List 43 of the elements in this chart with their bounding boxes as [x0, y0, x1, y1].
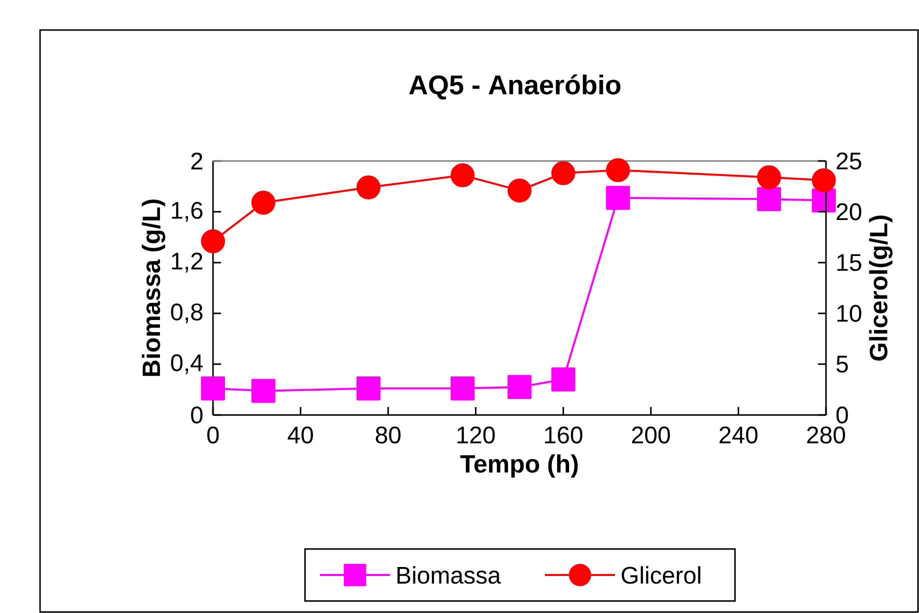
x-tick-label: 80: [376, 426, 401, 444]
x-tick-label: 120: [458, 426, 495, 444]
y2-tick-label: 25: [836, 152, 862, 170]
legend-label: Biomassa: [398, 566, 501, 584]
point: [812, 168, 836, 192]
x-tick-label: 40: [288, 426, 313, 444]
y2-axis-title: Glicerol(g/L): [869, 216, 893, 361]
point: [757, 165, 782, 190]
point: [508, 375, 532, 400]
x-tick-label: 200: [632, 426, 670, 444]
point: [757, 187, 782, 212]
legend-label: Glicerol: [622, 566, 700, 584]
point: [450, 376, 475, 400]
y2-tick-label: 20: [836, 203, 862, 220]
x-tick-label: 0: [207, 426, 219, 444]
point: [201, 376, 226, 400]
x-tick-label: 240: [720, 426, 758, 444]
y-tick-label: 0,8: [171, 303, 202, 324]
point: [551, 161, 576, 186]
y-tick-label: 0,4: [171, 354, 203, 374]
point: [251, 378, 276, 403]
y2-tick-label: 0: [836, 406, 848, 424]
y-axis-title: Biomassa (g/L): [142, 200, 166, 376]
point: [201, 229, 226, 254]
y2-tick-label: 5: [836, 356, 848, 373]
y-tick-label: 1,6: [172, 202, 202, 222]
y-tick-label: 0: [191, 406, 203, 424]
point: [356, 376, 380, 400]
chart-title: AQ5 - Anaeróbio: [409, 74, 620, 100]
y2-tick-label: 15: [837, 254, 862, 271]
y2-tick-label: 10: [837, 304, 862, 322]
point: [356, 175, 380, 200]
point: [508, 178, 532, 202]
point: [251, 190, 276, 215]
x-axis-title: Tempo (h): [460, 454, 578, 478]
point: [450, 163, 475, 188]
x-tick-label: 280: [807, 426, 846, 444]
y-tick-label: 1,2: [172, 252, 202, 273]
x-tick-label: 160: [545, 426, 582, 444]
point: [551, 367, 576, 392]
point: [606, 158, 630, 182]
y-tick-label: 2: [191, 152, 202, 170]
point: [606, 186, 630, 210]
